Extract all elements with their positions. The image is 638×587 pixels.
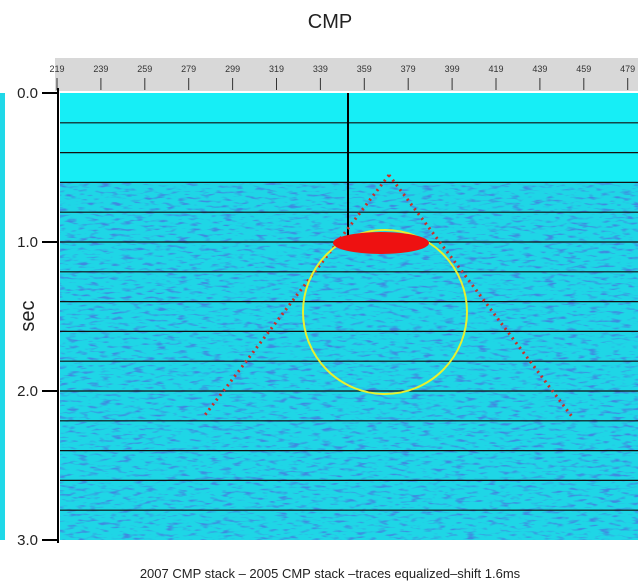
red-ellipse — [333, 232, 429, 254]
edge-strip — [0, 93, 5, 540]
circle-highlight — [302, 229, 468, 395]
cone-left — [203, 174, 391, 416]
x-tick-label: 319 — [269, 64, 284, 74]
x-axis: 219 239 259 279 299 319 339 359 379 399 419 439 459 4… — [49, 64, 635, 90]
x-tick-label: 419 — [488, 64, 503, 74]
x-tick-label: 459 — [576, 64, 591, 74]
x-tick-label: 439 — [532, 64, 547, 74]
x-tick-label: 479 — [620, 64, 635, 74]
y-tick-label: 3.0 — [17, 532, 38, 549]
x-tick-label: 219 — [49, 64, 64, 74]
x-tick-label: 399 — [445, 64, 460, 74]
title: CMP — [308, 11, 352, 33]
x-tick-label: 239 — [93, 64, 108, 74]
x-tick-label: 379 — [401, 64, 416, 74]
seismic-section — [60, 93, 638, 540]
y-label: sec — [17, 300, 39, 331]
y-tick-label: 1.0 — [17, 234, 38, 251]
x-tick-label: 299 — [225, 64, 240, 74]
top-axis-bar — [55, 58, 638, 91]
x-tick-label: 259 — [137, 64, 152, 74]
x-tick-label: 339 — [313, 64, 328, 74]
x-tick-label: 359 — [357, 64, 372, 74]
caption: 2007 CMP stack – 2005 CMP stack –traces … — [140, 566, 521, 581]
y-tick-label: 2.0 — [17, 383, 38, 400]
y-ticks: 0.0 1.0 2.0 3.0 — [17, 85, 58, 549]
x-tick-label: 279 — [181, 64, 196, 74]
y-tick-label: 0.0 — [17, 85, 38, 102]
